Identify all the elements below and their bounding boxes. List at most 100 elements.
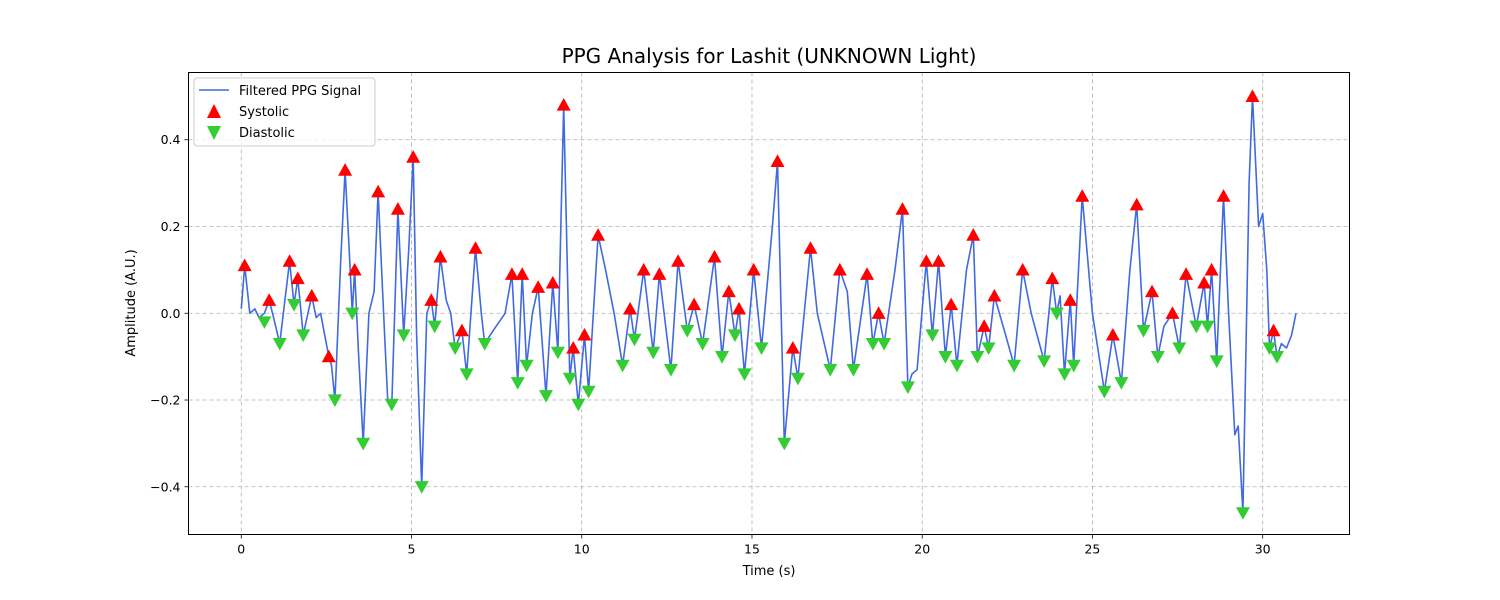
systolic-marker xyxy=(1165,306,1180,319)
systolic-marker xyxy=(746,262,761,276)
systolic-marker xyxy=(687,297,702,311)
systolic-marker xyxy=(1129,197,1144,211)
diastolic-marker xyxy=(356,437,371,451)
systolic-marker xyxy=(977,319,992,332)
systolic-marker xyxy=(1204,262,1219,276)
systolic-marker xyxy=(871,306,886,319)
systolic-marker xyxy=(919,254,934,267)
systolic-marker xyxy=(504,267,519,280)
diastolic-marker xyxy=(949,359,964,373)
diastolic-marker xyxy=(646,346,661,360)
systolic-marker xyxy=(931,254,946,267)
diastolic-marker xyxy=(790,372,805,386)
x-tick-label: 5 xyxy=(408,542,416,557)
x-axis-label: Time (s) xyxy=(742,564,796,579)
systolic-marker xyxy=(290,271,305,285)
diastolic-marker xyxy=(900,381,915,395)
y-tick-label: −0.4 xyxy=(150,479,180,494)
systolic-marker xyxy=(566,340,581,354)
diastolic-marker xyxy=(1136,325,1151,338)
legend-box xyxy=(193,77,376,147)
diastolic-marker xyxy=(1049,307,1064,321)
diastolic-marker xyxy=(1262,342,1277,355)
diastolic-marker xyxy=(1097,385,1112,399)
diastolic-marker xyxy=(448,342,463,355)
x-tick-label: 20 xyxy=(914,542,930,557)
diastolic-marker xyxy=(1235,507,1250,520)
systolic-marker xyxy=(390,202,405,215)
diastolic-marker xyxy=(345,307,360,321)
systolic-marker xyxy=(987,288,1002,302)
systolic-marker xyxy=(454,323,469,337)
systolic-marker xyxy=(1197,275,1212,289)
diastolic-marker xyxy=(327,394,342,408)
systolic-marker xyxy=(371,184,386,198)
diastolic-marker xyxy=(257,316,272,329)
chart-title: PPG Analysis for Lashit (UNKNOWN Light) xyxy=(562,44,977,68)
diastolic-marker xyxy=(510,377,525,390)
x-tick-label: 10 xyxy=(574,542,590,557)
systolic-marker xyxy=(556,98,571,111)
y-tick-label: 0.4 xyxy=(161,132,181,147)
systolic-marker xyxy=(803,241,818,254)
diastolic-marker xyxy=(846,364,861,377)
diastolic-marker xyxy=(727,329,742,342)
diastolic-marker xyxy=(571,398,586,412)
diastolic-marker xyxy=(1189,320,1204,334)
systolic-marker xyxy=(406,150,421,163)
x-tick-label: 0 xyxy=(237,542,245,557)
systolic-marker xyxy=(321,349,336,363)
systolic-marker xyxy=(895,202,910,215)
systolic-marker xyxy=(304,288,319,302)
systolic-marker xyxy=(1245,89,1260,102)
y-tick-label: 0.0 xyxy=(161,306,181,321)
diastolic-marker xyxy=(680,325,695,338)
systolic-marker xyxy=(966,228,981,241)
systolic-marker xyxy=(860,267,875,280)
systolic-marker xyxy=(545,275,560,289)
systolic-marker xyxy=(636,262,651,276)
systolic-marker xyxy=(577,327,592,341)
systolic-marker xyxy=(282,254,297,267)
systolic-marker xyxy=(433,249,448,263)
systolic-marker xyxy=(652,267,667,280)
diastolic-marker xyxy=(981,342,996,355)
systolic-marker xyxy=(1105,327,1120,341)
legend-label-signal: Filtered PPG Signal xyxy=(239,84,361,99)
diastolic-marker xyxy=(1057,368,1072,381)
diastolic-marker xyxy=(938,351,953,364)
x-tick-label: 15 xyxy=(744,542,760,557)
systolic-marker xyxy=(468,241,483,254)
diastolic-marker xyxy=(414,481,429,494)
diastolic-marker xyxy=(615,359,630,373)
systolic-marker xyxy=(1075,189,1090,202)
diastolic-marker xyxy=(1200,320,1215,334)
systolic-marker xyxy=(1045,271,1060,285)
diastolic-marker xyxy=(287,298,302,312)
systolic-marker xyxy=(770,154,785,168)
diastolic-marker xyxy=(427,320,442,334)
diastolic-marker xyxy=(695,338,710,351)
y-axis-label: Amplitude (A.U.) xyxy=(124,249,139,356)
systolic-marker xyxy=(1063,293,1078,306)
diastolic-marker xyxy=(627,333,642,347)
systolic-marker xyxy=(785,340,800,354)
x-tick-label: 30 xyxy=(1255,542,1271,557)
diastolic-marker xyxy=(538,390,553,403)
diastolic-marker xyxy=(865,338,880,351)
systolic-marker xyxy=(515,267,530,280)
diastolic-marker xyxy=(519,359,534,373)
diastolic-marker xyxy=(459,368,474,381)
systolic-marker xyxy=(1015,262,1030,276)
diastolic-marker xyxy=(1269,351,1284,364)
grid-lines xyxy=(188,72,1350,535)
diastolic-marker xyxy=(477,338,492,351)
axis-ticks: 0 5 10 15 20 25 30 −0.4 −0.2 0.0 0.2 0.4 xyxy=(150,132,1271,556)
diastolic-marker xyxy=(1007,359,1022,373)
systolic-marker xyxy=(832,262,847,276)
systolic-marker xyxy=(531,280,546,293)
systolic-marker xyxy=(1179,267,1194,280)
systolic-marker xyxy=(347,262,362,276)
diastolic-marker xyxy=(737,368,752,381)
